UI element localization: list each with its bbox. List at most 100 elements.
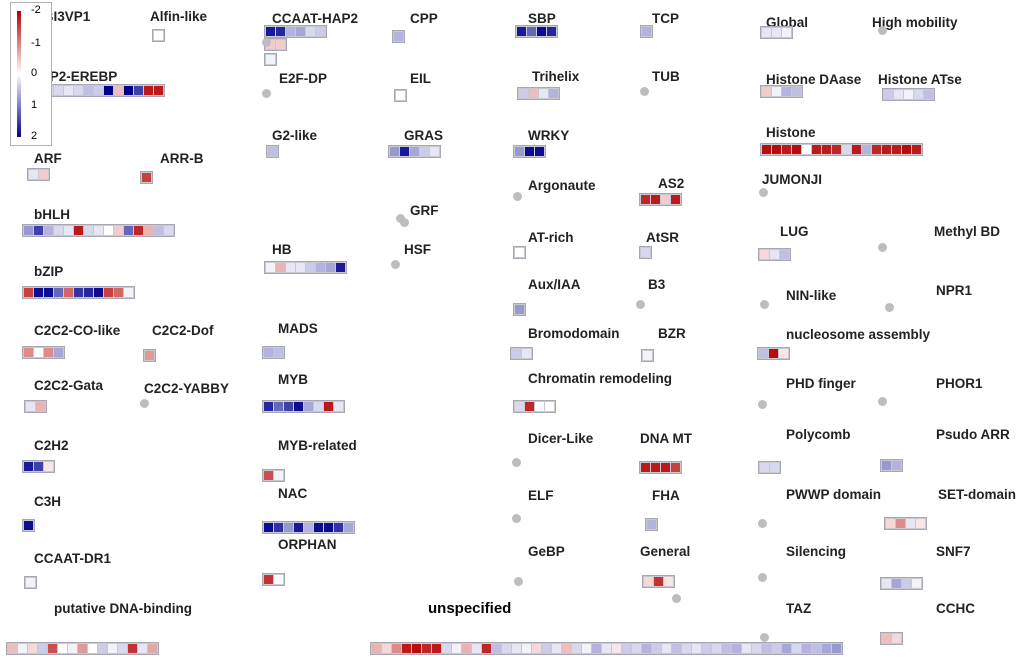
heatmap-strip-trihelix — [517, 87, 560, 100]
heatmap-strip-bhlh — [22, 224, 175, 237]
empty-node-dot-gebp — [514, 577, 523, 586]
heatmap-cell — [372, 644, 381, 653]
heatmap-cell — [782, 87, 791, 96]
heatmap-cell — [324, 523, 333, 532]
heatmap-cell — [44, 288, 53, 297]
empty-node-dot-c2c2-yabby — [140, 399, 149, 408]
heatmap-cell — [54, 348, 63, 357]
heatmap-cell — [316, 263, 325, 272]
family-label-grf: GRF — [410, 203, 439, 218]
empty-node-dot-argonaute — [513, 192, 522, 201]
heatmap-cell — [34, 226, 43, 235]
heatmap-cell — [896, 519, 905, 528]
heatmap-cell — [134, 226, 143, 235]
heatmap-cell — [924, 90, 933, 99]
heatmap-cell — [154, 86, 163, 95]
family-label-eil: EIL — [410, 71, 432, 86]
heatmap-cell — [39, 170, 48, 179]
heatmap-cell — [722, 644, 731, 653]
heatmap-cell — [612, 644, 621, 653]
heatmap-cell — [276, 263, 285, 272]
family-label-g2-like: G2-like — [272, 128, 318, 143]
heatmap-cell — [74, 288, 83, 297]
heatmap-cell — [912, 579, 921, 588]
heatmap-cell — [792, 145, 801, 154]
heatmap-cell — [314, 402, 323, 411]
heatmap-cell — [144, 226, 153, 235]
family-label-hb: HB — [272, 242, 292, 257]
heatmap-strip-atsr — [639, 246, 652, 259]
heatmap-cell — [26, 402, 35, 411]
heatmap-cell — [522, 349, 531, 358]
heatmap-cell — [284, 402, 293, 411]
heatmap-cell — [592, 644, 601, 653]
heatmap-strip-chromatin-remodeling — [513, 400, 556, 413]
legend-tick: -2 — [31, 4, 41, 16]
family-label-dicer-like: Dicer-Like — [528, 431, 594, 446]
heatmap-strip-snf7 — [880, 577, 923, 590]
heatmap-cell — [892, 634, 901, 643]
family-label-nac: NAC — [278, 486, 308, 501]
family-label-as2: AS2 — [658, 176, 685, 191]
heatmap-strip-dna-mt — [639, 461, 682, 474]
family-label-methyl-bd: Methyl BD — [934, 224, 1001, 239]
family-label-myb-related: MYB-related — [278, 438, 357, 453]
heatmap-cell — [142, 173, 151, 182]
heatmap-cell — [118, 644, 127, 653]
family-label-silencing: Silencing — [786, 544, 847, 559]
heatmap-cell — [515, 402, 524, 411]
family-label-histone: Histone — [766, 125, 816, 140]
heatmap-cell — [392, 644, 401, 653]
heatmap-cell — [832, 145, 841, 154]
heatmap-cell — [420, 147, 429, 156]
heatmap-cell — [547, 27, 556, 36]
heatmap-cell — [652, 644, 661, 653]
heatmap-cell — [154, 226, 163, 235]
empty-node-dot — [400, 218, 409, 227]
heatmap-strip-arr-b — [140, 171, 153, 184]
empty-node-dot-dicer-like — [512, 458, 521, 467]
heatmap-cell — [145, 351, 154, 360]
heatmap-cell — [549, 89, 558, 98]
heatmap-strip-nac — [262, 521, 355, 534]
family-label-myb: MYB — [278, 372, 308, 387]
heatmap-cell — [410, 147, 419, 156]
heatmap-cell — [48, 644, 57, 653]
heatmap-cell — [662, 644, 671, 653]
heatmap-strip-sbp — [515, 25, 558, 38]
heatmap-cell — [759, 349, 768, 358]
family-label-set-domain: SET-domain — [938, 487, 1017, 502]
family-label-argonaute: Argonaute — [528, 178, 596, 193]
heatmap-cell — [422, 644, 431, 653]
heatmap-cell — [519, 89, 528, 98]
heatmap-cell — [114, 226, 123, 235]
heatmap-cell — [94, 288, 103, 297]
heatmap-cell — [144, 86, 153, 95]
heatmap-cell — [304, 402, 313, 411]
family-label-ccaat-hap2: CCAAT-HAP2 — [272, 11, 359, 26]
heatmap-cell — [452, 644, 461, 653]
heatmap-cell — [114, 288, 123, 297]
heatmap-cell — [772, 87, 781, 96]
family-label-high-mobility: High mobility — [872, 15, 958, 30]
heatmap-strip-c3h — [22, 519, 35, 532]
heatmap-cell — [432, 644, 441, 653]
heatmap-cell — [58, 644, 67, 653]
heatmap-cell — [643, 351, 652, 360]
heatmap-cell — [148, 644, 157, 653]
family-label-orphan: ORPHAN — [278, 537, 337, 552]
empty-node-dot-taz — [760, 633, 769, 642]
heatmap-cell — [134, 86, 143, 95]
heatmap-cell — [842, 145, 851, 154]
heatmap-strip-putative-dna-binding-row — [6, 642, 159, 655]
heatmap-cell — [654, 577, 663, 586]
heatmap-cell — [892, 145, 901, 154]
heatmap-strip-lug — [758, 248, 791, 261]
heatmap-strip-tcp — [640, 25, 653, 38]
heatmap-cell — [872, 145, 881, 154]
heatmap-cell — [732, 644, 741, 653]
heatmap-cell — [535, 402, 544, 411]
heatmap-cell — [672, 644, 681, 653]
heatmap-cell — [782, 145, 791, 154]
heatmap-strip-unspecified — [370, 642, 843, 655]
